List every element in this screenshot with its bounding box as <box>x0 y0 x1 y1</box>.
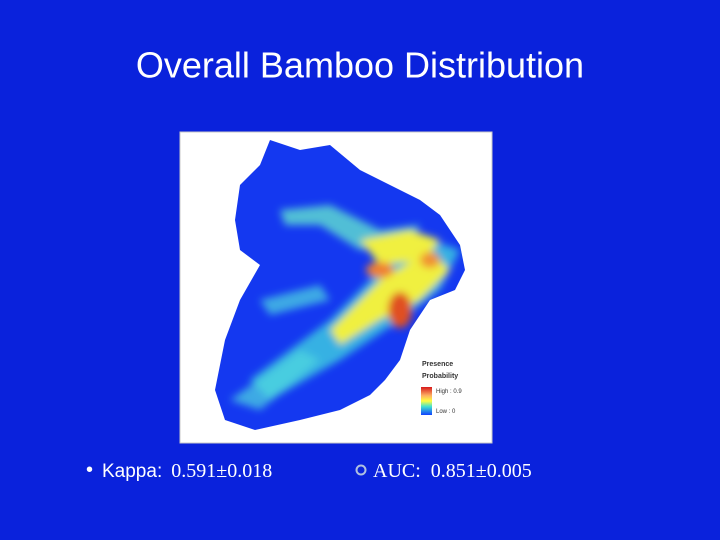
bullet-label: Kappa: <box>102 461 162 482</box>
bullet-text: Kappa: 0.591±0.018 <box>102 460 272 482</box>
legend-title: Presence <box>422 361 453 368</box>
bullet-list: • Kappa: 0.591±0.018 AUC: 0.851±0.005 <box>86 459 532 482</box>
map-heat <box>230 205 460 410</box>
bullet-text: AUC: 0.851±0.005 <box>373 460 532 482</box>
slide-title: Overall Bamboo Distribution <box>136 45 584 86</box>
bullet-value: 0.591±0.018 <box>171 460 272 482</box>
bullet-label: AUC: <box>373 460 421 482</box>
map-figure: Presence Probability High : 0.9 Low : 0 <box>179 131 493 444</box>
legend-title: Probability <box>422 373 458 380</box>
bullet-marker <box>355 464 367 476</box>
map-region <box>215 140 465 430</box>
bullet-marker: • <box>86 459 93 481</box>
legend-high: High : 0.9 <box>436 389 462 395</box>
legend-gradient <box>421 387 432 415</box>
bullet-value: 0.851±0.005 <box>431 460 532 482</box>
map-legend: Presence Probability High : 0.9 Low : 0 <box>421 361 462 415</box>
legend-low: Low : 0 <box>436 409 456 415</box>
